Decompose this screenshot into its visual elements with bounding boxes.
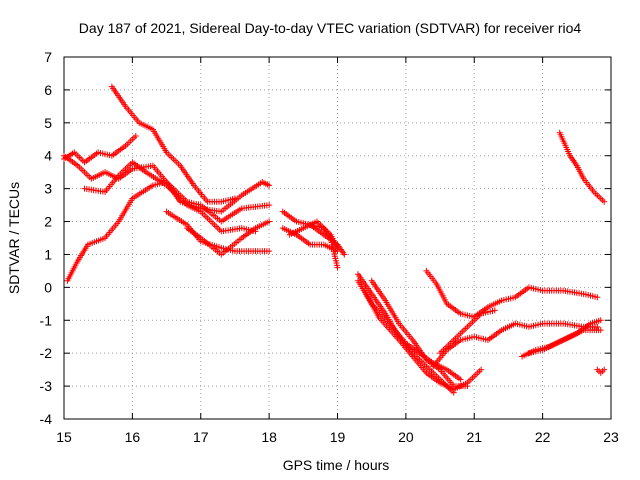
- chart-title: Day 187 of 2021, Sidereal Day-to-day VTE…: [79, 20, 582, 36]
- y-tick-label: 4: [44, 148, 52, 164]
- series-track-t: [525, 327, 604, 357]
- x-axis-label: GPS time / hours: [283, 457, 390, 473]
- data-point: [594, 294, 601, 301]
- data-point: [266, 248, 273, 255]
- data-point: [231, 195, 238, 202]
- y-tick-labels: -4 -3 -2 -1 0 1 2 3 4 5 6 7: [40, 49, 53, 427]
- y-tick-label: -4: [40, 411, 53, 427]
- y-axis-label: SDTVAR / TECUs: [6, 182, 22, 294]
- x-tick-label: 22: [535, 429, 551, 445]
- data-point: [334, 264, 341, 271]
- x-tick-label: 21: [466, 429, 482, 445]
- data-point: [601, 366, 608, 373]
- y-tick-label: 1: [44, 246, 52, 262]
- data-point: [132, 132, 139, 139]
- y-tick-label: -3: [40, 378, 53, 394]
- series-track-v: [594, 366, 608, 376]
- y-tick-label: 5: [44, 115, 52, 131]
- series-track-g: [184, 218, 273, 258]
- y-tick-label: 7: [44, 49, 52, 65]
- data-point: [457, 376, 464, 383]
- y-tick-label: 2: [44, 214, 52, 230]
- series-track-r: [437, 307, 498, 357]
- data-point: [594, 323, 601, 330]
- series-track-n: [361, 287, 485, 393]
- data-point: [597, 327, 604, 334]
- x-tick-label: 16: [125, 429, 141, 445]
- axis-ticks: [63, 56, 612, 420]
- x-tick-labels: 15 16 17 18 19 20 21 22 23: [56, 429, 619, 445]
- x-tick-label: 19: [330, 429, 346, 445]
- y-tick-label: -2: [40, 345, 53, 361]
- y-tick-label: 6: [44, 82, 52, 98]
- y-tick-label: -1: [40, 312, 53, 328]
- data-point: [334, 244, 341, 251]
- data-point: [464, 383, 471, 390]
- x-tick-label: 23: [603, 429, 619, 445]
- x-tick-label: 20: [398, 429, 414, 445]
- data-point: [597, 317, 604, 324]
- series-track-u: [556, 129, 608, 205]
- data-point: [266, 218, 273, 225]
- x-tick-label: 17: [193, 429, 209, 445]
- data-point: [266, 182, 273, 189]
- data-point: [601, 198, 608, 205]
- data-point: [341, 251, 348, 258]
- x-tick-label: 18: [261, 429, 277, 445]
- series-track-c: [61, 132, 139, 166]
- series-track-e: [108, 83, 238, 205]
- data-point: [491, 307, 498, 314]
- y-tick-label: 3: [44, 181, 52, 197]
- y-tick-label: 0: [44, 279, 52, 295]
- data-point: [266, 202, 273, 209]
- data-points: [61, 83, 608, 396]
- data-point: [478, 366, 485, 373]
- series-track-k: [307, 221, 341, 271]
- x-tick-label: 15: [56, 429, 72, 445]
